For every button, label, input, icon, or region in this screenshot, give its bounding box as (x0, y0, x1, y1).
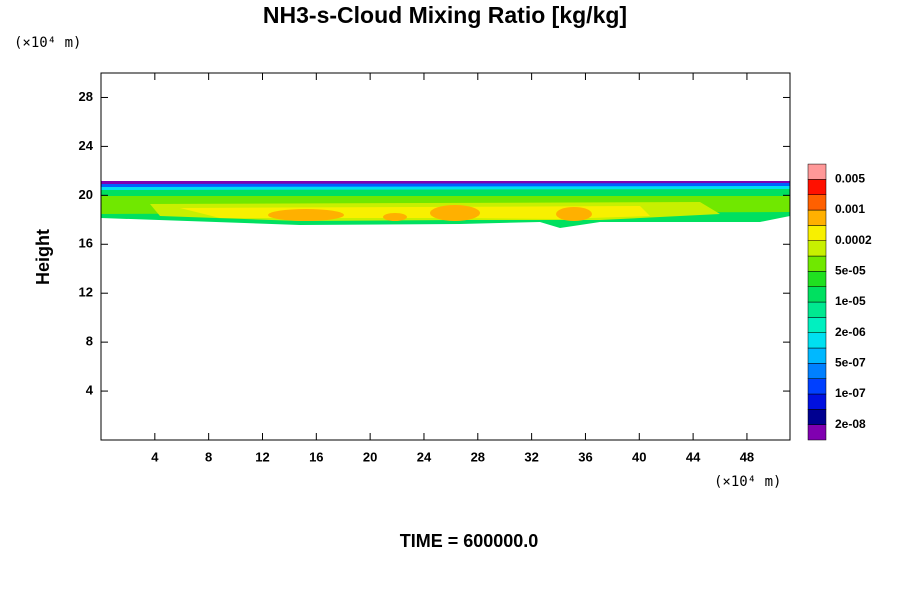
colorbar-swatch (807, 393, 827, 410)
x-tick-label: 4 (151, 449, 159, 464)
colorbar-swatch (807, 240, 827, 257)
x-tick-label: 28 (471, 449, 485, 464)
field-blob (430, 205, 480, 221)
y-unit: (×10⁴ m) (14, 35, 81, 51)
colorbar-swatch (807, 332, 827, 349)
x-tick-label: 16 (309, 449, 323, 464)
colorbar-swatch (807, 301, 827, 318)
x-tick-label: 32 (524, 449, 538, 464)
x-tick-label: 20 (363, 449, 377, 464)
colorbar-label: 0.001 (835, 202, 865, 216)
colorbar-label: 2e-08 (835, 417, 866, 431)
colorbar-label: 1e-07 (835, 386, 866, 400)
colorbar-swatch (807, 363, 827, 379)
x-tick-label: 36 (578, 449, 592, 464)
x-tick-label: 8 (205, 449, 212, 464)
y-tick-label: 28 (79, 89, 93, 104)
x-tick-label: 40 (632, 449, 646, 464)
y-tick-label: 20 (79, 187, 93, 202)
y-tick-label: 16 (79, 236, 93, 251)
y-axis-label: Height (33, 229, 53, 285)
y-tick-label: 4 (86, 383, 94, 398)
plot-frame (100, 72, 791, 441)
x-tick-label: 24 (417, 449, 432, 464)
colorbar-swatch (807, 163, 827, 180)
x-tick-label: 12 (255, 449, 269, 464)
field-blob (383, 213, 407, 221)
field-blob (556, 207, 592, 221)
y-tick-label: 8 (86, 334, 93, 349)
y-tick-label: 24 (79, 138, 94, 153)
x-tick-label: 44 (686, 449, 701, 464)
x-unit: (×10⁴ m) (714, 474, 781, 490)
colorbar-label: 5e-07 (835, 356, 866, 370)
colorbar-label: 0.0002 (835, 233, 872, 247)
colorbar-swatch (807, 409, 827, 425)
x-tick-label: 48 (740, 449, 754, 464)
colorbar-swatch (807, 194, 827, 211)
colorbar-swatch (807, 347, 827, 364)
field-blob (268, 209, 344, 221)
colorbar-swatch (807, 424, 827, 441)
colorbar-label: 5e-05 (835, 264, 866, 278)
colorbar-swatch (807, 209, 827, 226)
colorbar-swatch (807, 225, 827, 241)
colorbar-swatch (807, 317, 827, 333)
colorbar-label: 2e-06 (835, 325, 866, 339)
cloud-field (101, 181, 790, 228)
colorbar-swatch (807, 179, 827, 195)
chart-title: NH3-s-Cloud Mixing Ratio [kg/kg] (263, 2, 627, 28)
colorbar-label: 0.005 (835, 172, 865, 186)
colorbar-swatch (807, 271, 827, 287)
colorbar-swatch (807, 286, 827, 303)
colorbar-swatch (807, 378, 827, 395)
colorbar-swatch (807, 255, 827, 272)
time-label: TIME = 600000.0 (400, 531, 539, 551)
y-tick-label: 12 (79, 285, 93, 300)
colorbar-label: 1e-05 (835, 294, 866, 308)
